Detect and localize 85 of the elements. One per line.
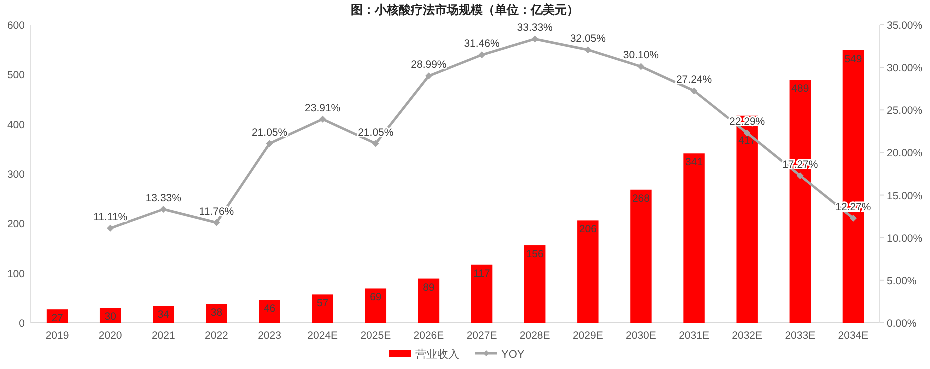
y2-tick-label: 35.00% (887, 20, 923, 32)
bar (578, 220, 599, 323)
y2-tick-label: 15.00% (887, 190, 923, 202)
data-label: 27.24% (676, 74, 712, 86)
y-tick-label: 0 (19, 318, 26, 330)
y2-tick-label: 0.00% (887, 318, 917, 330)
y-tick-label: 400 (7, 119, 26, 132)
point (160, 206, 168, 214)
bar (524, 246, 546, 323)
data-label: 11.76% (199, 206, 234, 218)
data-label: 206 (579, 224, 598, 236)
x-tick-label: 2020 (98, 330, 122, 342)
data-label: 489 (792, 83, 810, 96)
point (372, 140, 380, 148)
point (107, 224, 114, 232)
legend-label: 营业收入 (416, 348, 460, 361)
y2-tick-label: 10.00% (887, 232, 923, 245)
data-label: 30 (104, 311, 117, 324)
x-tick-label: 2027E (466, 330, 498, 342)
point (638, 63, 645, 70)
point (425, 72, 432, 80)
point (690, 88, 698, 95)
y2-tick-label: 25.00% (887, 105, 923, 118)
y2-tick-label: 5.00% (887, 275, 917, 288)
data-label: 23.91% (305, 102, 341, 114)
y-tick-label: 500 (7, 70, 26, 82)
data-label: 38 (210, 307, 223, 320)
y-tick-label: 100 (7, 268, 26, 280)
y2-tick-label: 30.00% (887, 62, 923, 75)
point (850, 215, 857, 222)
x-tick-label: 2019 (46, 330, 70, 342)
data-label: 46 (264, 303, 276, 316)
y2-tick-label: 20.00% (887, 148, 923, 160)
data-label: 341 (686, 156, 704, 169)
x-tick-label: 2025E (360, 330, 392, 342)
x-tick-label: 2032E (732, 330, 763, 342)
x-tick-label: 2028E (520, 330, 550, 342)
y-tick-label: 300 (7, 169, 26, 181)
y-tick-label: 200 (7, 218, 26, 231)
data-label: 32.05% (570, 33, 606, 46)
data-label: 11.11% (94, 211, 128, 224)
data-label: 549 (844, 53, 862, 66)
point (478, 52, 486, 59)
bar (312, 294, 334, 323)
data-label: 31.46% (464, 38, 500, 50)
data-label: 117 (474, 268, 491, 280)
bar (418, 278, 440, 323)
data-label: 30.10% (623, 50, 660, 62)
point (744, 130, 751, 137)
y-tick-label: 600 (7, 20, 26, 32)
bar (259, 300, 280, 323)
x-tick-label: 2024E (308, 330, 338, 342)
data-label: 89 (423, 282, 435, 294)
x-tick-label: 2033E (785, 330, 816, 342)
data-label: 28.99% (411, 59, 447, 72)
point (584, 46, 592, 54)
point (319, 116, 326, 123)
x-tick-label: 2023 (258, 330, 282, 342)
bar (471, 264, 493, 323)
point (532, 36, 539, 43)
x-tick-label: 2026E (414, 330, 444, 342)
bar (365, 288, 387, 323)
data-label: 268 (632, 192, 650, 205)
x-tick-label: 2029E (572, 330, 604, 342)
data-label: 69 (370, 292, 382, 304)
point (213, 219, 220, 226)
x-tick-label: 2030E (626, 330, 656, 342)
data-label: 21.05% (358, 126, 394, 139)
chart-title: 图：小核酸疗法市场规模（单位：亿美元） (351, 3, 579, 17)
data-label: 57 (317, 298, 329, 310)
data-label: 33.33% (517, 22, 553, 34)
legend-label: YOY (502, 349, 526, 361)
point (796, 172, 804, 180)
bar (630, 190, 652, 323)
x-tick-label: 2022 (205, 330, 229, 342)
data-label: 156 (526, 248, 544, 261)
bar (684, 154, 705, 323)
data-label: 34 (158, 309, 170, 322)
x-tick-label: 2021 (152, 330, 176, 342)
x-tick-label: 2034E (838, 330, 869, 342)
data-label: 27 (52, 312, 64, 325)
data-label: 13.33% (146, 192, 182, 205)
point (266, 140, 274, 148)
x-tick-label: 2031E (679, 330, 710, 342)
data-label: 21.05% (252, 126, 288, 139)
